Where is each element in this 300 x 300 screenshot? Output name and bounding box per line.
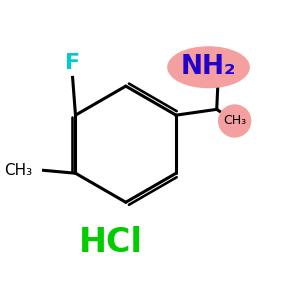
Circle shape: [219, 105, 250, 137]
Text: HCl: HCl: [79, 226, 143, 260]
Ellipse shape: [168, 47, 249, 88]
Text: CH₃: CH₃: [223, 115, 246, 128]
Text: CH₃: CH₃: [4, 163, 32, 178]
Text: F: F: [65, 53, 80, 73]
Text: NH₂: NH₂: [181, 54, 236, 80]
